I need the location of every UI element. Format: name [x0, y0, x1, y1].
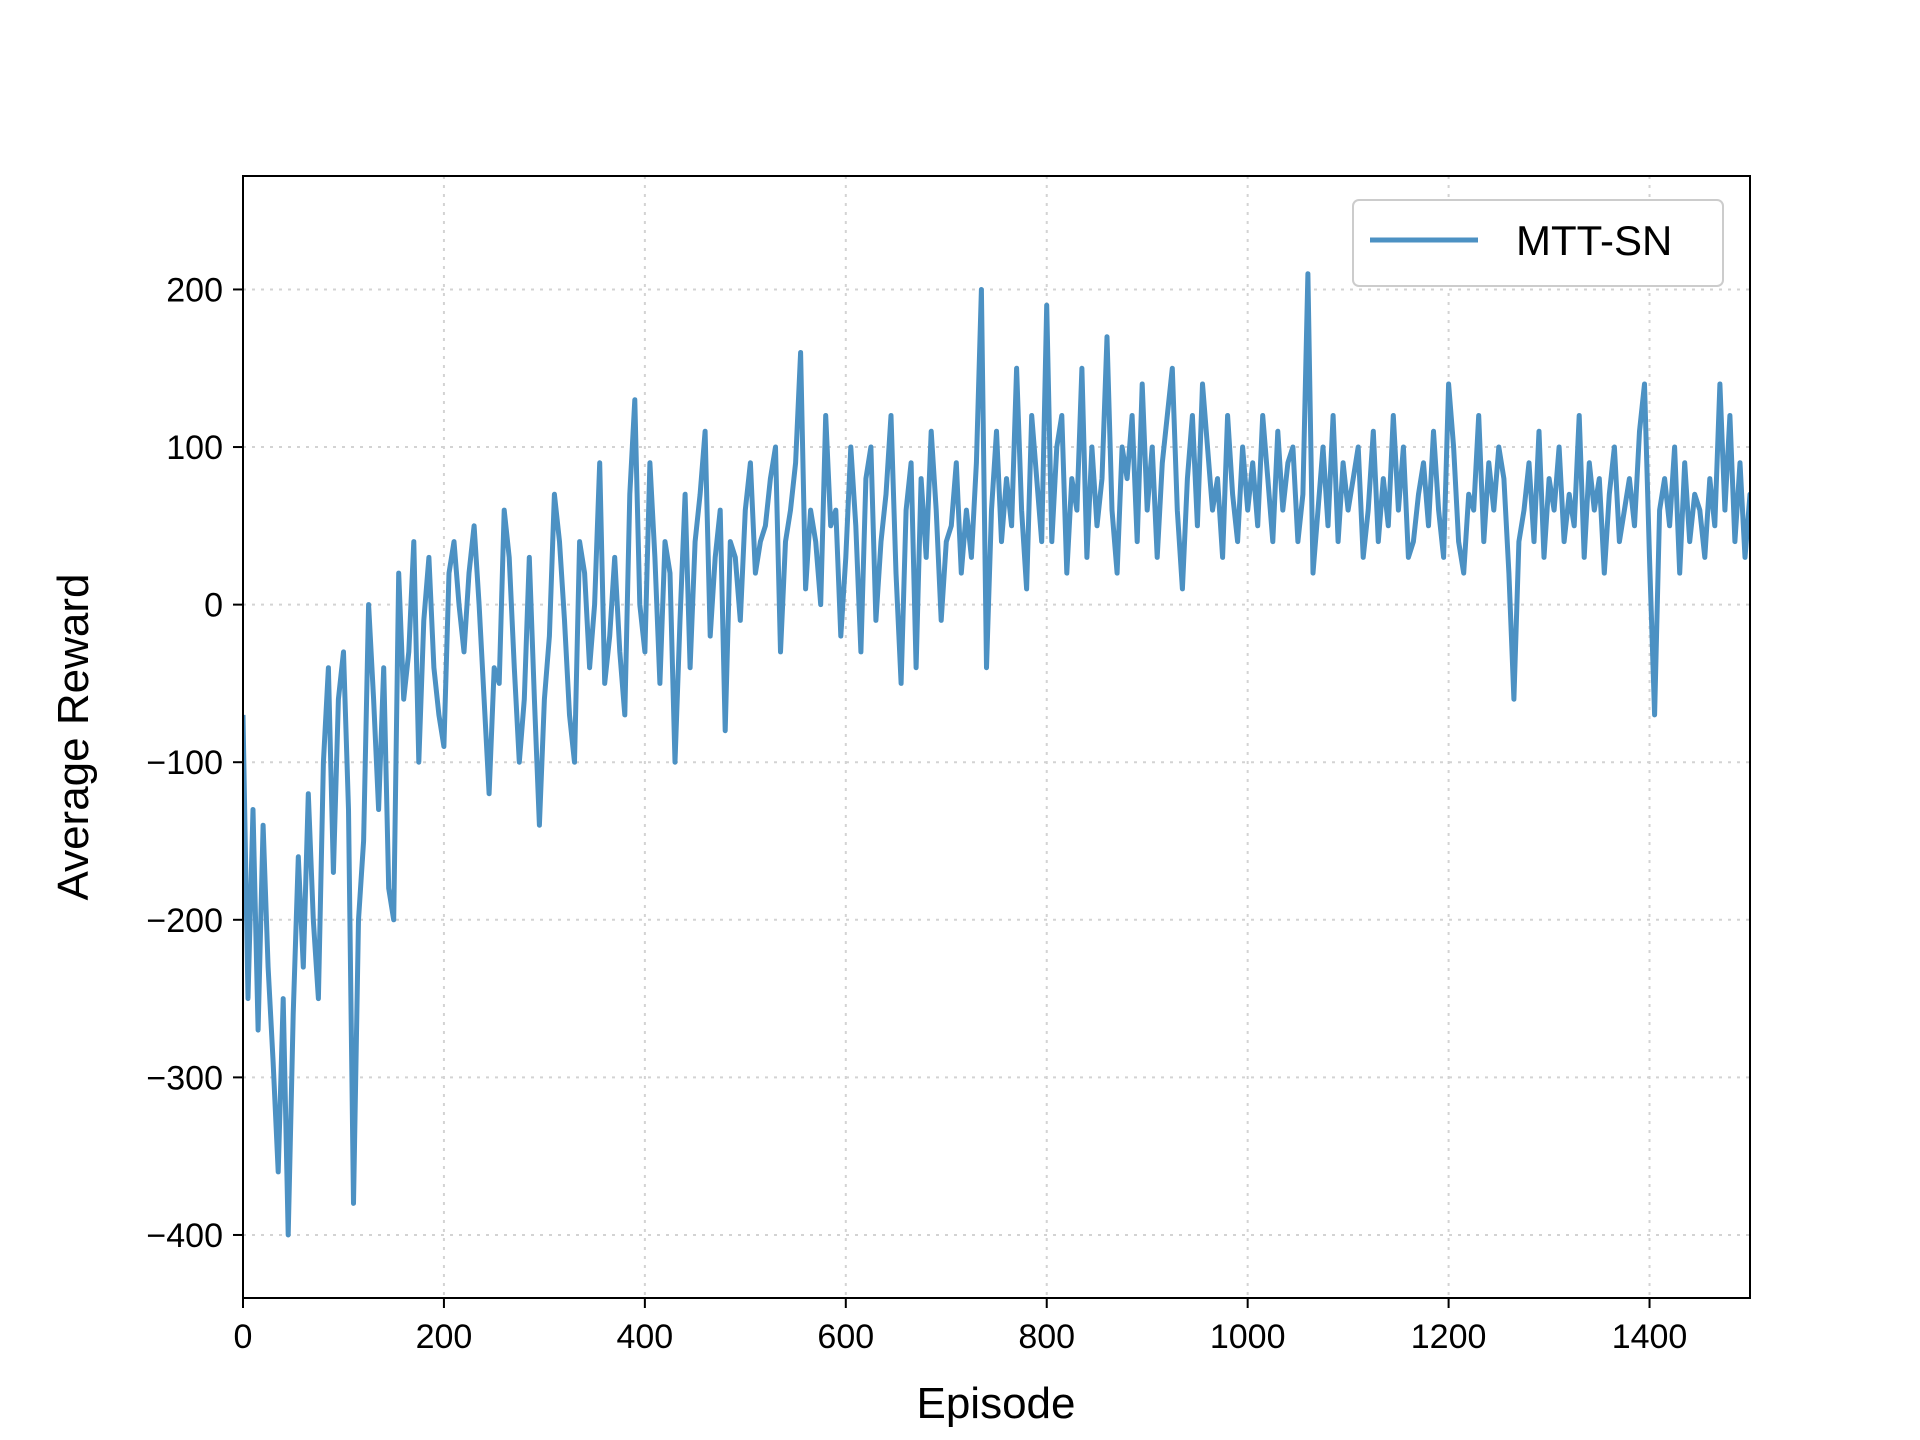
series-line-mtt-sn [243, 271, 1750, 1238]
x-tick-label: 800 [1018, 1318, 1075, 1356]
x-tick-label: 1400 [1612, 1318, 1688, 1356]
y-axis: −400 −300 −200 −100 0 100 200 [146, 271, 243, 1255]
y-tick-label: −100 [146, 744, 223, 782]
plot-area [243, 271, 1750, 1238]
x-tick-label: 600 [817, 1318, 874, 1356]
legend-label-mtt-sn: MTT-SN [1516, 217, 1672, 264]
axes-frame [242, 175, 1751, 1299]
x-tick-label: 400 [616, 1318, 673, 1356]
y-tick-label: −400 [146, 1217, 223, 1255]
y-tick-label: 200 [166, 271, 223, 309]
x-tick-label: 1000 [1210, 1318, 1286, 1356]
legend: MTT-SN [1352, 199, 1724, 287]
y-tick-label: −300 [146, 1059, 223, 1097]
x-axis-title: Episode [916, 1379, 1075, 1428]
y-tick-label: 100 [166, 429, 223, 467]
x-tick-label: 1200 [1411, 1318, 1487, 1356]
x-axis: 0 200 400 600 800 1000 1200 1400 [234, 1298, 1688, 1356]
x-tick-label: 200 [416, 1318, 473, 1356]
legend-box [1352, 199, 1724, 287]
y-tick-label: 0 [204, 587, 223, 625]
y-tick-label: −200 [146, 902, 223, 940]
y-axis-title: Average Reward [49, 574, 98, 901]
x-tick-label: 0 [234, 1318, 253, 1356]
